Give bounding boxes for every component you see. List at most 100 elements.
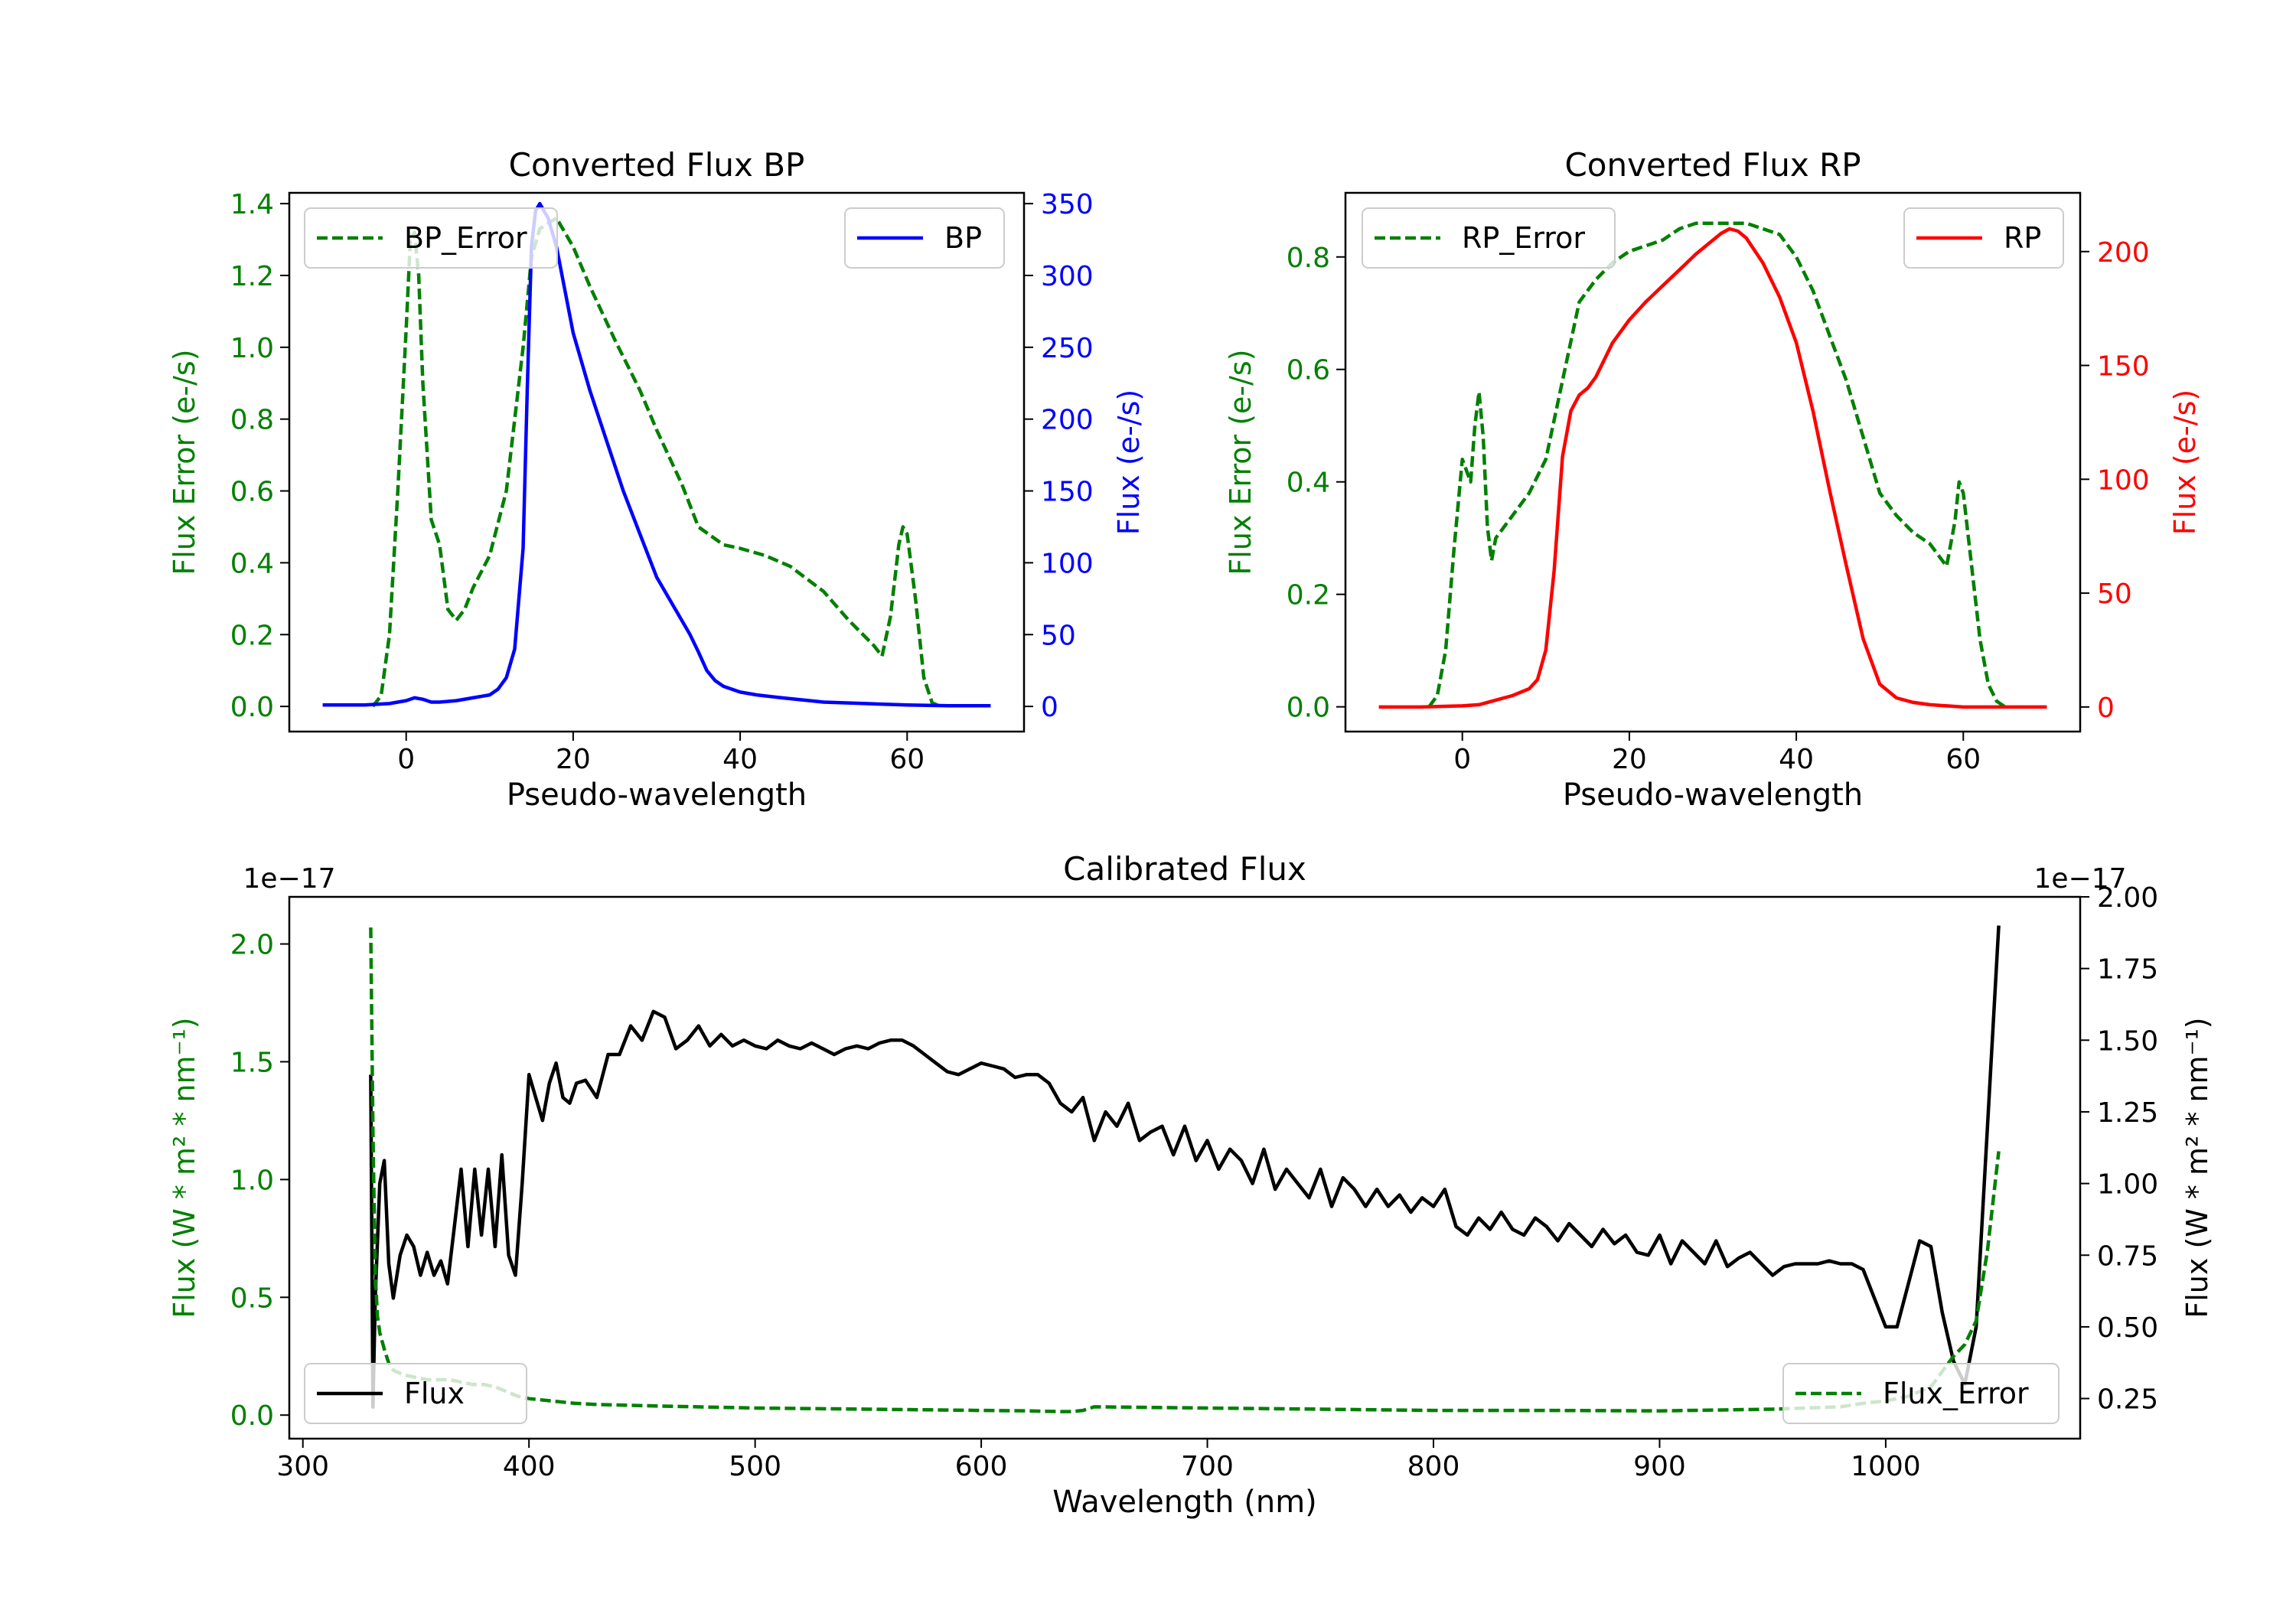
y-left-tick-label: 0.8: [1287, 243, 1330, 274]
legend-right: Flux_Error: [1782, 1363, 2060, 1424]
y-left-tick-label: 1.0: [230, 333, 274, 364]
y-left-tick-label: 0.2: [230, 620, 274, 651]
x-tick-label: 20: [556, 744, 591, 775]
y-left-tick-label: 0.2: [1287, 580, 1330, 611]
y-left-tick-label: 1.5: [230, 1047, 274, 1078]
x-tick-label: 1000: [1851, 1451, 1921, 1482]
series-bp: [322, 201, 991, 708]
legend-left: RP_Error: [1362, 207, 1616, 269]
y-left-tick-label: 0.4: [230, 548, 274, 579]
x-tick-label: 900: [1633, 1451, 1686, 1482]
y-right-offset-text: 1e−17: [2033, 863, 2126, 895]
series-rp: [1378, 227, 2047, 709]
y-right-tick-label: 0: [1041, 692, 1058, 723]
y-right-tick-label: 1.50: [2097, 1025, 2158, 1057]
y-left-axis-label: Flux (W * m² * nm⁻¹): [168, 1017, 201, 1318]
y-left-tick-label: 0.8: [230, 405, 274, 436]
y-left-tick-label: 0.0: [230, 1400, 274, 1432]
x-axis-label: Wavelength (nm): [1052, 1485, 1317, 1520]
x-tick-label: 600: [955, 1451, 1008, 1482]
y-right-tick-label: 1.75: [2097, 954, 2158, 986]
y-right-tick-label: 0.75: [2097, 1240, 2158, 1272]
y-left-offset-text: 1e−17: [243, 863, 335, 895]
chart-title: Converted Flux BP: [509, 146, 805, 184]
x-tick-label: 40: [1779, 744, 1814, 775]
y-right-tick-label: 2.00: [2097, 882, 2158, 914]
y-right-tick-label: 50: [2097, 579, 2132, 610]
x-tick-label: 60: [889, 744, 925, 775]
y-left-tick-label: 1.4: [230, 189, 274, 220]
chart-title: Calibrated Flux: [1063, 850, 1306, 888]
y-left-tick-label: 1.0: [230, 1165, 274, 1196]
y-left-tick-label: 2.0: [230, 930, 274, 961]
legend-label: Flux: [404, 1377, 465, 1410]
legend-box: [304, 1363, 527, 1424]
y-right-tick-label: 150: [2097, 351, 2150, 383]
y-right-tick-label: 100: [2097, 464, 2150, 496]
x-tick-label: 0: [1453, 744, 1471, 775]
legend-left: BP_Error: [304, 207, 558, 269]
y-left-tick-label: 0.0: [230, 692, 274, 723]
y-right-tick-label: 100: [1041, 548, 1094, 579]
x-tick-label: 700: [1181, 1451, 1234, 1482]
legend-label: RP_Error: [1462, 221, 1585, 255]
x-tick-label: 400: [503, 1451, 556, 1482]
chart-3: Calibrated Flux 300 400 500 600 700 800 900 1000…: [168, 850, 2214, 1520]
legend-box: [1903, 207, 2064, 269]
x-tick-label: 500: [729, 1451, 781, 1482]
legend-right: BP: [844, 207, 1005, 269]
series-flux: [369, 925, 2001, 1410]
y-left-tick-label: 0.6: [1287, 355, 1330, 386]
y-right-tick-label: 0.25: [2097, 1384, 2158, 1416]
y-right-axis-label: Flux (W * m² * nm⁻¹): [2180, 1017, 2214, 1318]
y-right-tick-label: 1.25: [2097, 1097, 2158, 1129]
y-right-tick-label: 250: [1041, 333, 1094, 364]
chart-2: Converted Flux RP 0 20 40 60 Pseudo-wavelengt…: [1224, 146, 2202, 813]
x-tick-label: 40: [722, 744, 758, 775]
y-right-tick-label: 1.00: [2097, 1169, 2158, 1201]
y-left-tick-label: 0.0: [1287, 693, 1330, 724]
y-right-tick-label: 200: [1041, 405, 1094, 436]
x-axis-label: Pseudo-wavelength: [1563, 777, 1863, 813]
y-left-axis-label: Flux Error (e-/s): [168, 349, 201, 575]
y-left-tick-label: 0.5: [230, 1283, 274, 1314]
legend-label: Flux_Error: [1883, 1377, 2029, 1410]
x-tick-label: 300: [276, 1451, 329, 1482]
series-flux-error: [369, 927, 2001, 1413]
y-right-tick-label: 350: [1041, 189, 1094, 220]
plot-frame: [288, 895, 2082, 1440]
legend-box: [304, 207, 558, 269]
x-axis-label: Pseudo-wavelength: [507, 777, 807, 813]
x-tick-label: 0: [397, 744, 415, 775]
legend-left: Flux: [304, 1363, 527, 1424]
y-right-tick-label: 0.50: [2097, 1312, 2158, 1344]
legend-box: [1782, 1363, 2060, 1424]
legend-label: BP: [944, 221, 982, 255]
y-right-tick-label: 300: [1041, 261, 1094, 292]
y-right-tick-label: 200: [2097, 237, 2150, 269]
y-left-axis-label: Flux Error (e-/s): [1224, 349, 1257, 575]
plot-frame: [288, 191, 1026, 733]
chart-1: Converted Flux BP 0 20 40 60 Pseudo-wavelengt…: [168, 146, 1146, 813]
legend-label: RP: [2004, 221, 2041, 255]
y-right-axis-label: Flux (e-/s): [1112, 390, 1146, 535]
x-tick-label: 800: [1407, 1451, 1460, 1482]
y-right-tick-label: 50: [1041, 620, 1076, 651]
y-right-tick-label: 150: [1041, 477, 1094, 508]
y-left-tick-label: 1.2: [230, 261, 274, 292]
legend-label: BP_Error: [404, 221, 527, 255]
x-tick-label: 20: [1612, 744, 1647, 775]
y-left-tick-label: 0.6: [230, 477, 274, 508]
series-rp-error: [1427, 221, 2007, 709]
y-left-tick-label: 0.4: [1287, 468, 1330, 499]
legend-box: [844, 207, 1005, 269]
series-bp-error: [371, 216, 941, 709]
x-tick-label: 60: [1945, 744, 1981, 775]
chart-title: Converted Flux RP: [1564, 146, 1861, 184]
legend-box: [1362, 207, 1616, 269]
legend-right: RP: [1903, 207, 2064, 269]
y-right-tick-label: 0: [2097, 693, 2115, 724]
plot-frame: [1344, 191, 2082, 733]
y-right-axis-label: Flux (e-/s): [2168, 390, 2202, 535]
